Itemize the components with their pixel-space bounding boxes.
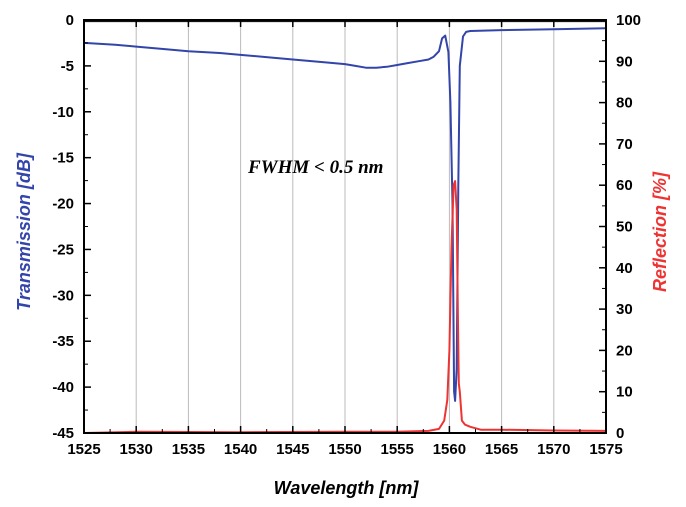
y-right-tick-label: 40 (616, 260, 633, 277)
x-tick-label: 1555 (381, 441, 414, 458)
y-left-tick-label: -15 (52, 150, 74, 167)
x-tick-label: 1535 (172, 441, 205, 458)
y-right-tick-label: 20 (616, 342, 633, 359)
x-tick-label: 1570 (537, 441, 570, 458)
y-left-tick-label: -5 (61, 58, 74, 75)
y-left-tick-label: -20 (52, 196, 74, 213)
reflection-line (83, 180, 607, 434)
y-right-tick-label: 100 (616, 12, 641, 29)
y-left-tick-label: -45 (52, 425, 74, 442)
y-right-tick-label: 30 (616, 301, 633, 318)
grid-layer (135, 20, 555, 433)
y-left-tick-label: -35 (52, 333, 74, 350)
y-right-tick-label: 90 (616, 53, 633, 70)
y-axis-right-title: Reflection [%] (650, 171, 670, 292)
y-right-tick-label: 10 (616, 384, 633, 401)
x-tick-label: 1530 (120, 441, 153, 458)
y-left-tick-label: -25 (52, 241, 74, 258)
y-left-tick-label: -30 (52, 287, 74, 304)
x-tick-label: 1565 (485, 441, 518, 458)
y-axis-left-title: Transmission [dB] (14, 152, 34, 311)
x-tick-label: 1560 (433, 441, 466, 458)
x-tick-label: 1545 (276, 441, 309, 458)
y-left-tick-label: -40 (52, 379, 74, 396)
x-tick-label: 1540 (224, 441, 257, 458)
y-right-tick-label: 70 (616, 136, 633, 153)
transmission-line (83, 27, 607, 402)
y-right-tick-label: 0 (616, 425, 624, 442)
x-tick-label: 1575 (589, 441, 622, 458)
tick-layer: 1525 1530 1535 1540 1545 1550 1555 1560 1565 1570… (52, 12, 641, 458)
y-left-tick-label: 0 (66, 12, 74, 29)
y-right-tick-label: 50 (616, 219, 633, 236)
x-axis-title: Wavelength [nm] (274, 478, 420, 498)
y-right-tick-label: 60 (616, 177, 633, 194)
fwhm-annotation: FWHM < 0.5 nm (247, 157, 383, 178)
y-left-tick-label: -10 (52, 104, 74, 121)
x-tick-label: 1550 (328, 441, 361, 458)
y-right-tick-label: 80 (616, 95, 633, 112)
x-tick-label: 1525 (67, 441, 100, 458)
